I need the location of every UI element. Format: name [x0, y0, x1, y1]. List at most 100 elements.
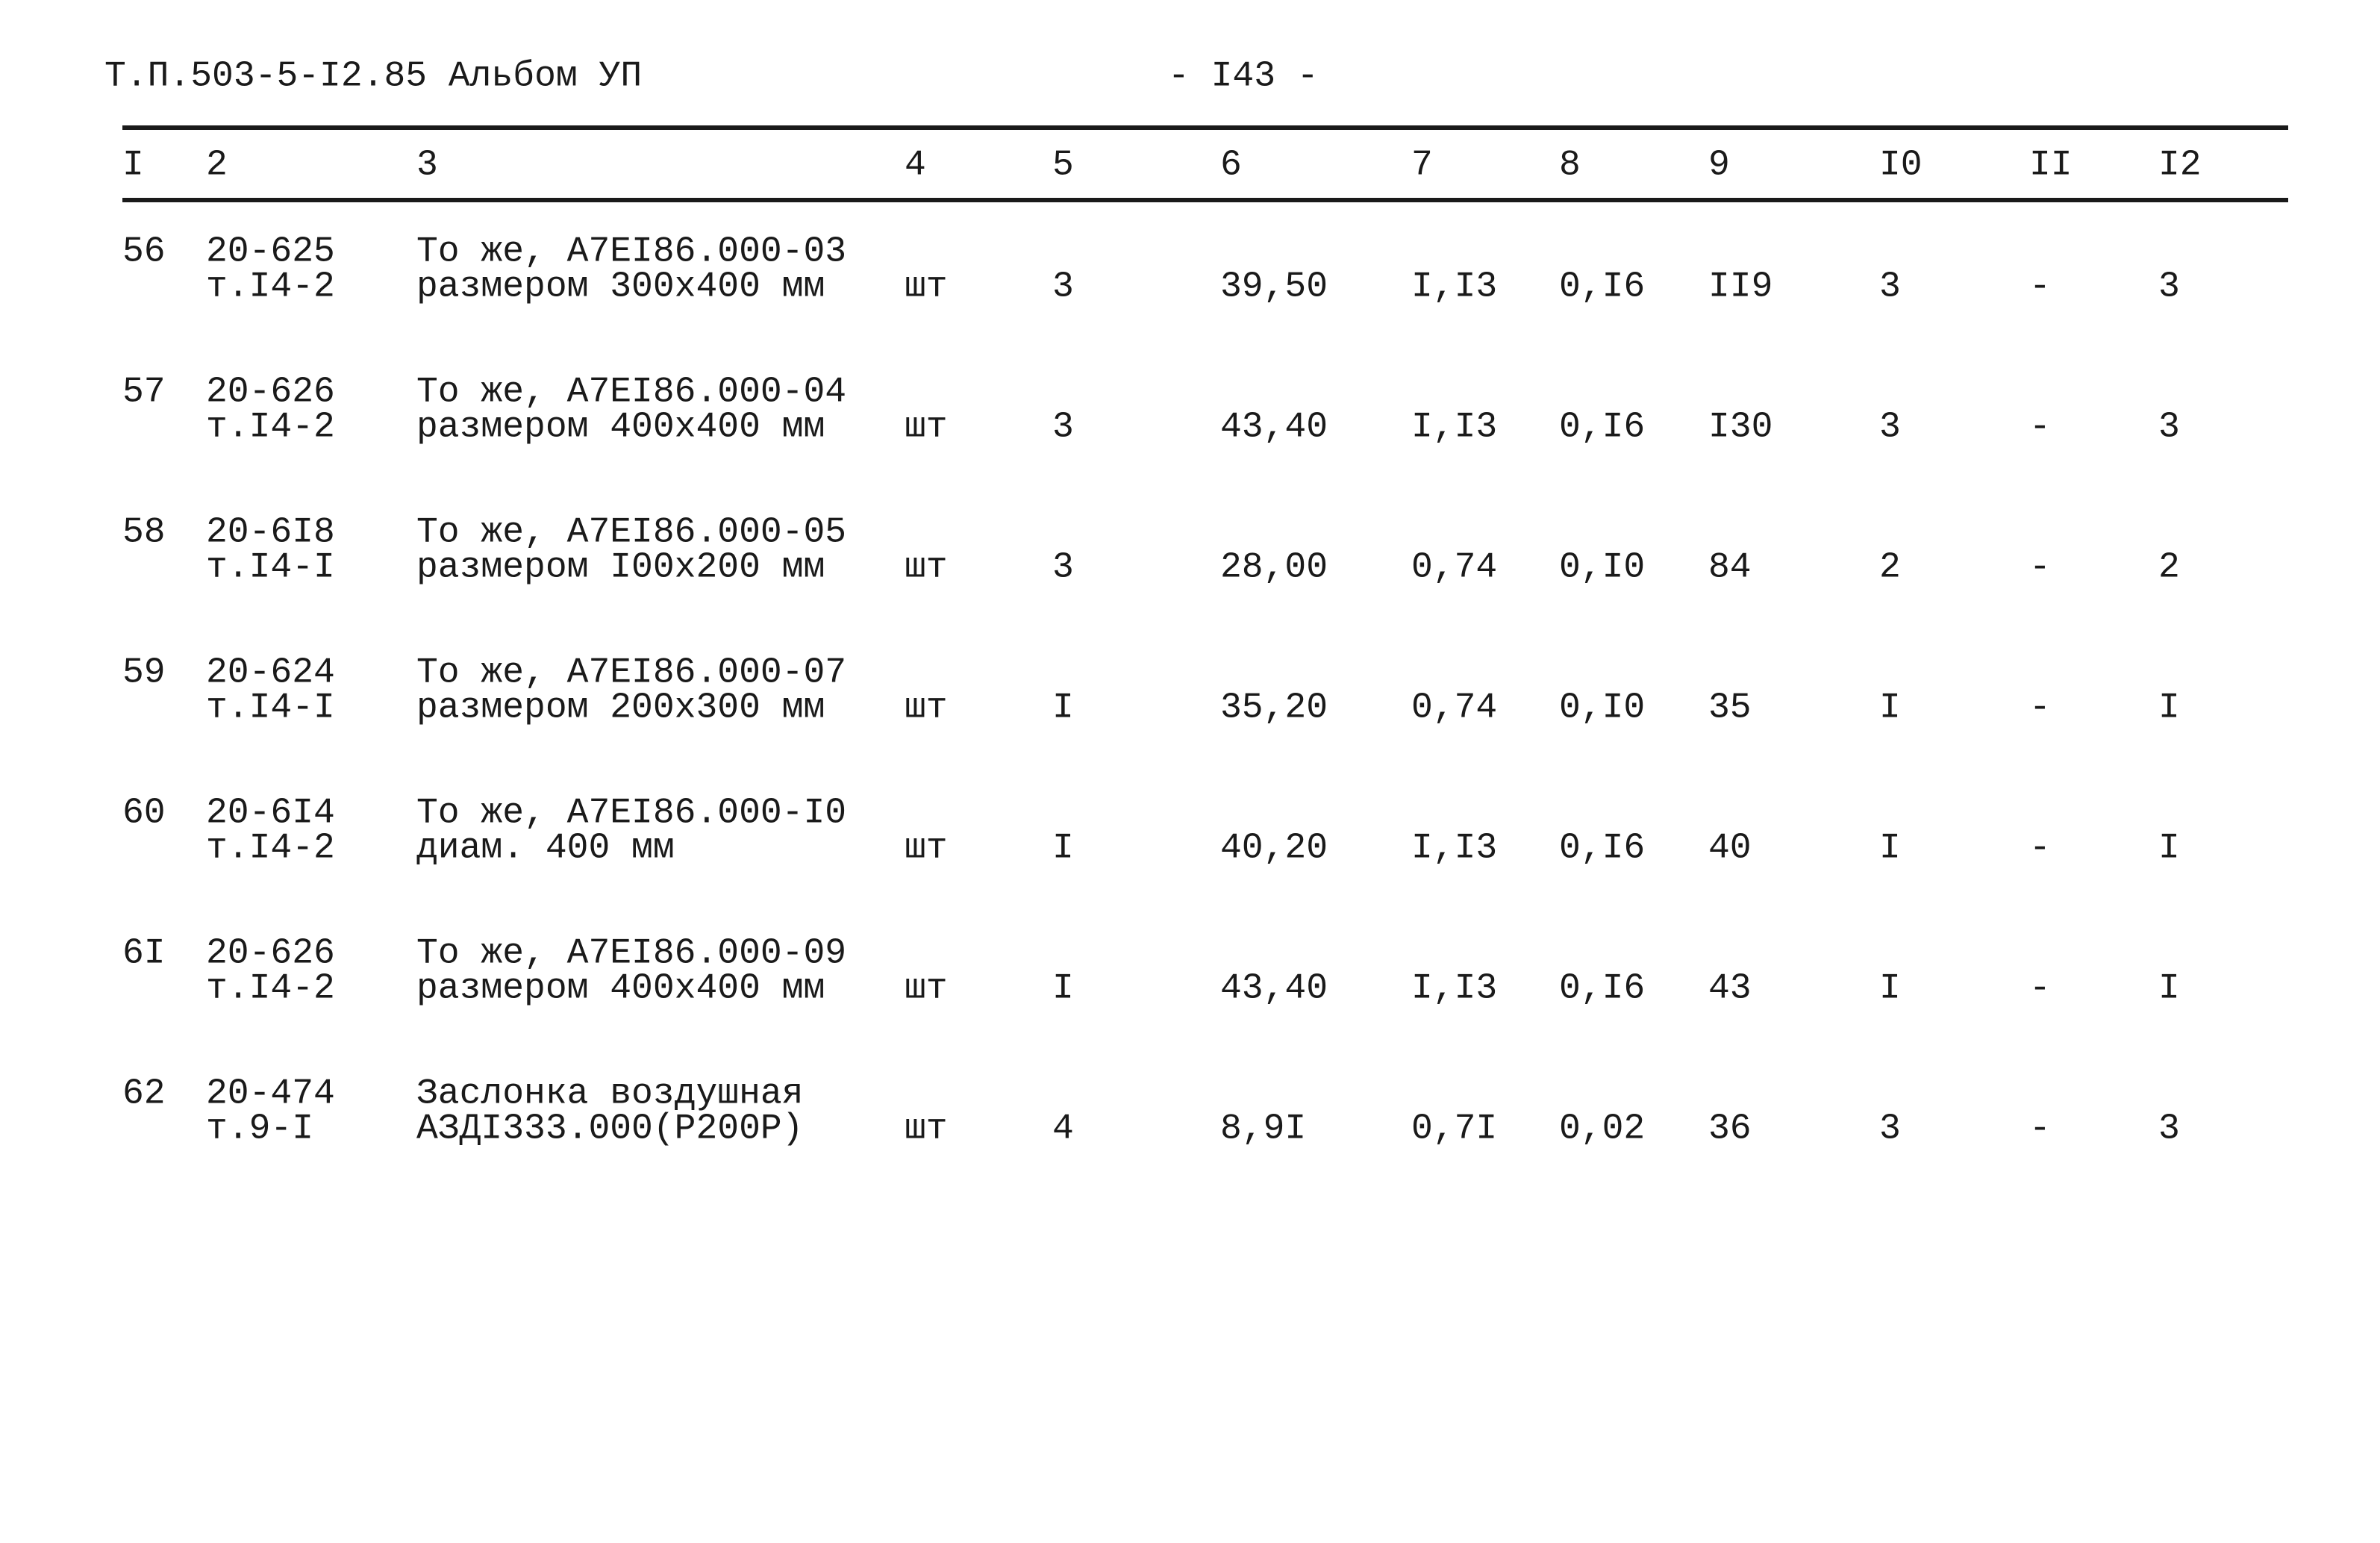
cell-text: шт [905, 969, 948, 1009]
cell-text: То же, А7ЕI86.000-09 [416, 934, 846, 974]
cell-text: I30 [1708, 408, 1772, 448]
cell-text: 2 [1879, 548, 1901, 588]
cell-text: - [2029, 548, 2051, 588]
cell-text: шт [905, 548, 948, 588]
cell-text: Заслонка воздушная [416, 1074, 803, 1115]
cell-text: 3 [2158, 408, 2180, 448]
cell-text: I,I3 [1411, 829, 1497, 869]
cell-text: шт [905, 829, 948, 869]
cell-text: 8,9I [1220, 1109, 1306, 1150]
cell-text: размером 400х400 мм [416, 408, 825, 448]
column-header: I [122, 146, 144, 186]
cell-text: - [2029, 829, 2051, 869]
cell-text: 3 [1052, 548, 1074, 588]
cell-text: 0,7I [1411, 1109, 1497, 1150]
cell-text: 58 [122, 513, 166, 553]
cell-text: шт [905, 267, 948, 308]
cell-text: - [2029, 1109, 2051, 1150]
column-header: 6 [1220, 146, 1242, 186]
cell-text: размером I00х200 мм [416, 548, 825, 588]
cell-text: 20-6I8 [206, 513, 335, 553]
cell-text: 3 [1879, 408, 1901, 448]
cell-text: 59 [122, 653, 166, 693]
cell-text: 0,I6 [1559, 408, 1645, 448]
cell-text: т.I4-2 [206, 969, 335, 1009]
cell-text: т.I4-I [206, 688, 335, 729]
cell-text: I,I3 [1411, 408, 1497, 448]
cell-text: 3 [1879, 1109, 1901, 1150]
column-header: I0 [1879, 146, 1923, 186]
cell-text: т.9-I [206, 1109, 313, 1150]
cell-text: 0,I6 [1559, 969, 1645, 1009]
cell-text: 43 [1708, 969, 1752, 1009]
column-header: 8 [1559, 146, 1581, 186]
cell-text: АЗДI333.000(Р200Р) [416, 1109, 803, 1150]
cell-text: 20-626 [206, 372, 335, 413]
cell-text: 6I [122, 934, 166, 974]
cell-text: 20-474 [206, 1074, 335, 1115]
cell-text: 3 [2158, 1109, 2180, 1150]
column-header: II [2029, 146, 2073, 186]
cell-text: I [1052, 829, 1074, 869]
column-header: 2 [206, 146, 228, 186]
cell-text: 35 [1708, 688, 1752, 729]
cell-text: шт [905, 688, 948, 729]
cell-text: I [2158, 688, 2180, 729]
cell-text: 0,I0 [1559, 548, 1645, 588]
cell-text: т.I4-2 [206, 267, 335, 308]
cell-text: 57 [122, 372, 166, 413]
cell-text: 3 [1879, 267, 1901, 308]
cell-text: 28,00 [1220, 548, 1328, 588]
cell-text: - [2029, 969, 2051, 1009]
cell-text: размером 200х300 мм [416, 688, 825, 729]
cell-text: 40 [1708, 829, 1752, 869]
cell-text: 35,20 [1220, 688, 1328, 729]
cell-text: То же, А7ЕI86.000-I0 [416, 794, 846, 834]
cell-text: т.I4-2 [206, 829, 335, 869]
cell-text: I [1052, 688, 1074, 729]
cell-text: 62 [122, 1074, 166, 1115]
cell-text: 43,40 [1220, 408, 1328, 448]
cell-text: 2 [2158, 548, 2180, 588]
cell-text: 20-624 [206, 653, 335, 693]
cell-text: 0,I6 [1559, 829, 1645, 869]
cell-text: I [1879, 829, 1901, 869]
column-header: 5 [1052, 146, 1074, 186]
cell-text: шт [905, 408, 948, 448]
cell-text: т.I4-2 [206, 408, 335, 448]
cell-text: То же, А7ЕI86.000-07 [416, 653, 846, 693]
cell-text: То же, А7ЕI86.000-03 [416, 232, 846, 272]
cell-text: 36 [1708, 1109, 1752, 1150]
column-header: 4 [905, 146, 926, 186]
cell-text: 0,74 [1411, 688, 1497, 729]
page-number: - I43 - [1168, 57, 1319, 97]
cell-text: - [2029, 408, 2051, 448]
cell-text: 0,74 [1411, 548, 1497, 588]
doc-title: Т.П.503-5-I2.85 Альбом УП [104, 57, 642, 97]
cell-text: 20-6I4 [206, 794, 335, 834]
column-header: 9 [1708, 146, 1730, 186]
column-header: 7 [1411, 146, 1433, 186]
column-header: 3 [416, 146, 438, 186]
cell-text: - [2029, 688, 2051, 729]
cell-text: 0,I0 [1559, 688, 1645, 729]
column-header: I2 [2158, 146, 2202, 186]
cell-text: То же, А7ЕI86.000-05 [416, 513, 846, 553]
cell-text: - [2029, 267, 2051, 308]
cell-text: диам. 400 мм [416, 829, 675, 869]
cell-text: 0,I6 [1559, 267, 1645, 308]
cell-text: 39,50 [1220, 267, 1328, 308]
cell-text: I [2158, 969, 2180, 1009]
cell-text: I,I3 [1411, 267, 1497, 308]
cell-text: 3 [2158, 267, 2180, 308]
cell-text: I [2158, 829, 2180, 869]
cell-text: шт [905, 1109, 948, 1150]
cell-text: 3 [1052, 267, 1074, 308]
cell-text: I [1879, 688, 1901, 729]
cell-text: т.I4-I [206, 548, 335, 588]
cell-text: 20-626 [206, 934, 335, 974]
cell-text: 56 [122, 232, 166, 272]
cell-text: 4 [1052, 1109, 1074, 1150]
